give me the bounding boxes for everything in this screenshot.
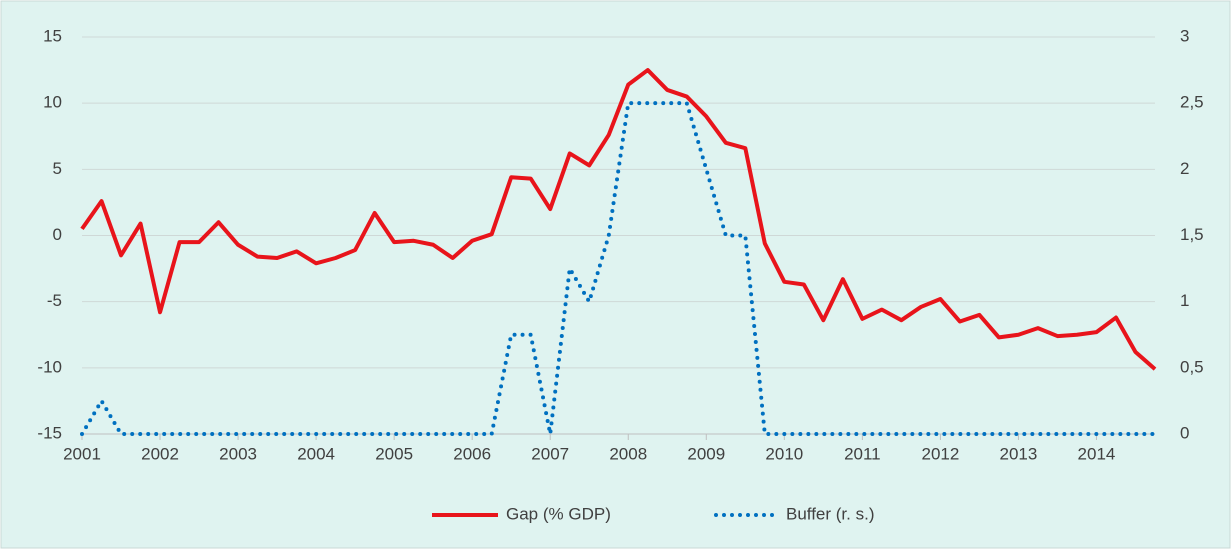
- x-tick-label: 2005: [375, 444, 413, 463]
- series-line: [80, 101, 1157, 436]
- x-tick-label: 2001: [63, 444, 101, 463]
- y2-tick-label: 1: [1180, 291, 1189, 310]
- x-tick-label: 2010: [765, 444, 803, 463]
- x-tick-label: 2003: [219, 444, 257, 463]
- x-tick-label: 2011: [844, 444, 881, 463]
- x-tick-label: 2002: [141, 444, 179, 463]
- y-tick-label: -10: [37, 357, 62, 376]
- x-tick-label: 2004: [297, 444, 335, 463]
- y2-tick-label: 0: [1180, 423, 1189, 442]
- legend-label: Buffer (r. s.): [786, 504, 875, 523]
- x-tick-label: 2013: [1000, 444, 1038, 463]
- y-tick-label: 15: [43, 26, 62, 45]
- x-tick-label: 2006: [453, 444, 491, 463]
- y-tick-label: -15: [37, 423, 62, 442]
- y-tick-label: 10: [43, 93, 62, 112]
- y-tick-label: -5: [47, 291, 62, 310]
- y2-tick-label: 2: [1180, 159, 1189, 178]
- x-tick-label: 2008: [609, 444, 647, 463]
- x-tick-label: 2012: [921, 444, 959, 463]
- x-tick-label: 2014: [1078, 444, 1116, 463]
- y-tick-label: 0: [53, 225, 62, 244]
- y2-tick-label: 3: [1180, 26, 1189, 45]
- legend-label: Gap (% GDP): [506, 504, 611, 523]
- y2-tick-label: 2,5: [1180, 93, 1204, 112]
- y-tick-label: 5: [53, 159, 62, 178]
- x-tick-label: 2007: [531, 444, 569, 463]
- y2-tick-label: 0,5: [1180, 357, 1204, 376]
- series-line: [80, 68, 1157, 371]
- y2-tick-label: 1,5: [1180, 225, 1204, 244]
- x-tick-label: 2009: [687, 444, 725, 463]
